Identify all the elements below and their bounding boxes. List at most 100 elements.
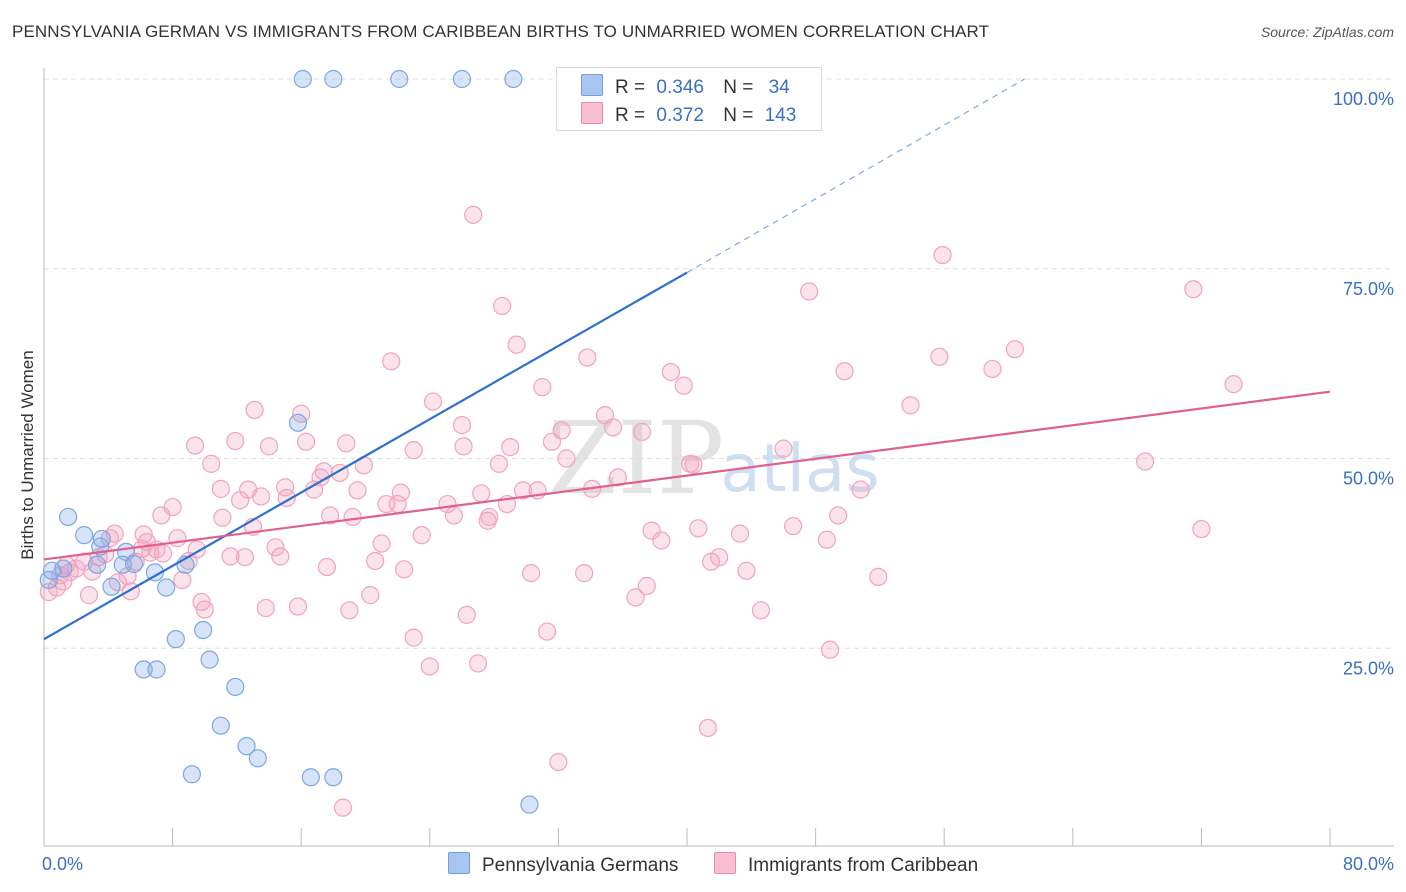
caribbean-point [507, 335, 526, 354]
pennsylvania-german-point [520, 795, 539, 814]
caribbean-point [774, 439, 793, 458]
axes [43, 68, 1394, 847]
caribbean-point [835, 362, 854, 381]
y-tick-label: 100.0% [1333, 89, 1394, 109]
caribbean-point [256, 598, 275, 618]
caribbean-point [464, 205, 483, 224]
y-tick-label: 75.0% [1343, 279, 1394, 299]
pennsylvania-german-point [301, 768, 320, 787]
pennsylvania-german-point [194, 620, 213, 640]
caribbean-point [608, 468, 627, 487]
caribbean-point [213, 508, 232, 527]
caribbean-point [575, 564, 594, 583]
caribbean-point [626, 588, 645, 607]
caribbean-point [674, 376, 693, 395]
caribbean-point [173, 570, 192, 590]
caribbean-point [684, 455, 703, 474]
caribbean-point [412, 526, 431, 545]
caribbean-point [661, 362, 681, 382]
caribbean-point [829, 506, 848, 525]
caribbean-point [457, 605, 476, 624]
pennsylvania-german-point [504, 69, 523, 89]
caribbean-point [549, 752, 568, 772]
caribbean-point [493, 296, 512, 316]
watermark-zip: ZIP [548, 400, 724, 517]
caribbean-point [394, 560, 414, 579]
caribbean-point [186, 436, 205, 455]
caribbean-point [372, 534, 391, 553]
legend-row-pennsylvania-germans: R = 0.346 N = 34 [581, 74, 790, 100]
caribbean-point [340, 601, 359, 620]
pennsylvania-german-point [211, 716, 230, 735]
series-legend-item-immigrants-caribbean[interactable]: Immigrants from Caribbean [714, 852, 978, 877]
caribbean-point [288, 597, 308, 616]
legend-n-value: 143 [764, 105, 797, 126]
caribbean-point [642, 521, 661, 540]
caribbean-point [552, 421, 571, 440]
legend-r-label: R = [615, 105, 646, 126]
caribbean-point [404, 441, 423, 460]
caribbean-point [817, 530, 836, 549]
gridlines [44, 78, 1394, 649]
pennsylvania-german-point [166, 630, 185, 649]
legend-row-immigrants-caribbean: R = 0.372 N = 143 [581, 102, 796, 128]
caribbean-point [710, 548, 729, 567]
caribbean-point [168, 529, 187, 548]
trend-lines [43, 78, 1331, 641]
caribbean-point [1184, 280, 1203, 299]
caribbean-point [423, 392, 443, 411]
pennsylvania-german-point [182, 765, 201, 784]
caribbean-point [901, 396, 920, 415]
caribbean-point [513, 481, 533, 500]
caribbean-point [153, 544, 173, 563]
caribbean-point [382, 352, 401, 371]
pennsylvania-german-trendline-extension [686, 78, 1025, 274]
pennsylvania-german-point [288, 413, 308, 432]
series-legend-item-pennsylvania-germans[interactable]: Pennsylvania Germans [448, 852, 678, 877]
pennsylvania-german-point [39, 570, 58, 590]
pennsylvania-german-point [87, 555, 107, 574]
caribbean-point [391, 483, 410, 502]
caribbean-point [195, 600, 214, 619]
caribbean-point [869, 567, 888, 587]
pennsylvania-german-point [116, 542, 136, 561]
caribbean-point [603, 418, 623, 437]
caribbean-point [348, 481, 367, 500]
pennsylvania-german-point [59, 507, 78, 527]
legend-r-value: 0.346 [656, 77, 704, 98]
caribbean-point [652, 531, 671, 550]
y-tick-label: 25.0% [1343, 658, 1394, 678]
series-legend-swatch-pink [714, 852, 736, 874]
caribbean-point [851, 480, 870, 499]
pennsylvania-german-point [226, 677, 245, 697]
y-tick-label: 50.0% [1343, 469, 1394, 489]
caribbean-point [454, 437, 473, 456]
caribbean-point [251, 487, 271, 506]
caribbean-point [211, 479, 230, 498]
chart-source: Source: ZipAtlas.com [1260, 24, 1394, 40]
pennsylvania-german-point [147, 660, 166, 679]
caribbean-point [538, 622, 557, 641]
caribbean-point [557, 449, 576, 468]
caribbean-point [337, 434, 356, 453]
legend-n-label: N = [723, 77, 754, 98]
legend-r-value: 0.372 [656, 105, 704, 126]
stats-legend: R = 0.346 N = 34 R = 0.372 N = 143 [556, 67, 822, 131]
caribbean-point [1192, 519, 1211, 539]
series-legend-label: Pennsylvania Germans [482, 855, 679, 876]
caribbean-trendline [43, 390, 1331, 561]
tick-labels: 25.0% 50.0% 75.0% 100.0% 0.0% 80.0% [42, 89, 1394, 874]
series-legend-label: Immigrants from Caribbean [748, 855, 979, 876]
pennsylvania-german-point [390, 69, 409, 89]
caribbean-point [783, 516, 803, 536]
series-legend-swatch-blue [448, 852, 470, 874]
pennsylvania-german-point [54, 559, 73, 578]
caribbean-point [134, 525, 153, 544]
caribbean-point [226, 431, 245, 451]
pennsylvania-german-point [200, 650, 219, 669]
data-points [39, 69, 1243, 817]
caribbean-point [259, 437, 279, 456]
caribbean-point [221, 547, 240, 566]
caribbean-point [245, 400, 264, 420]
caribbean-point [296, 432, 316, 451]
